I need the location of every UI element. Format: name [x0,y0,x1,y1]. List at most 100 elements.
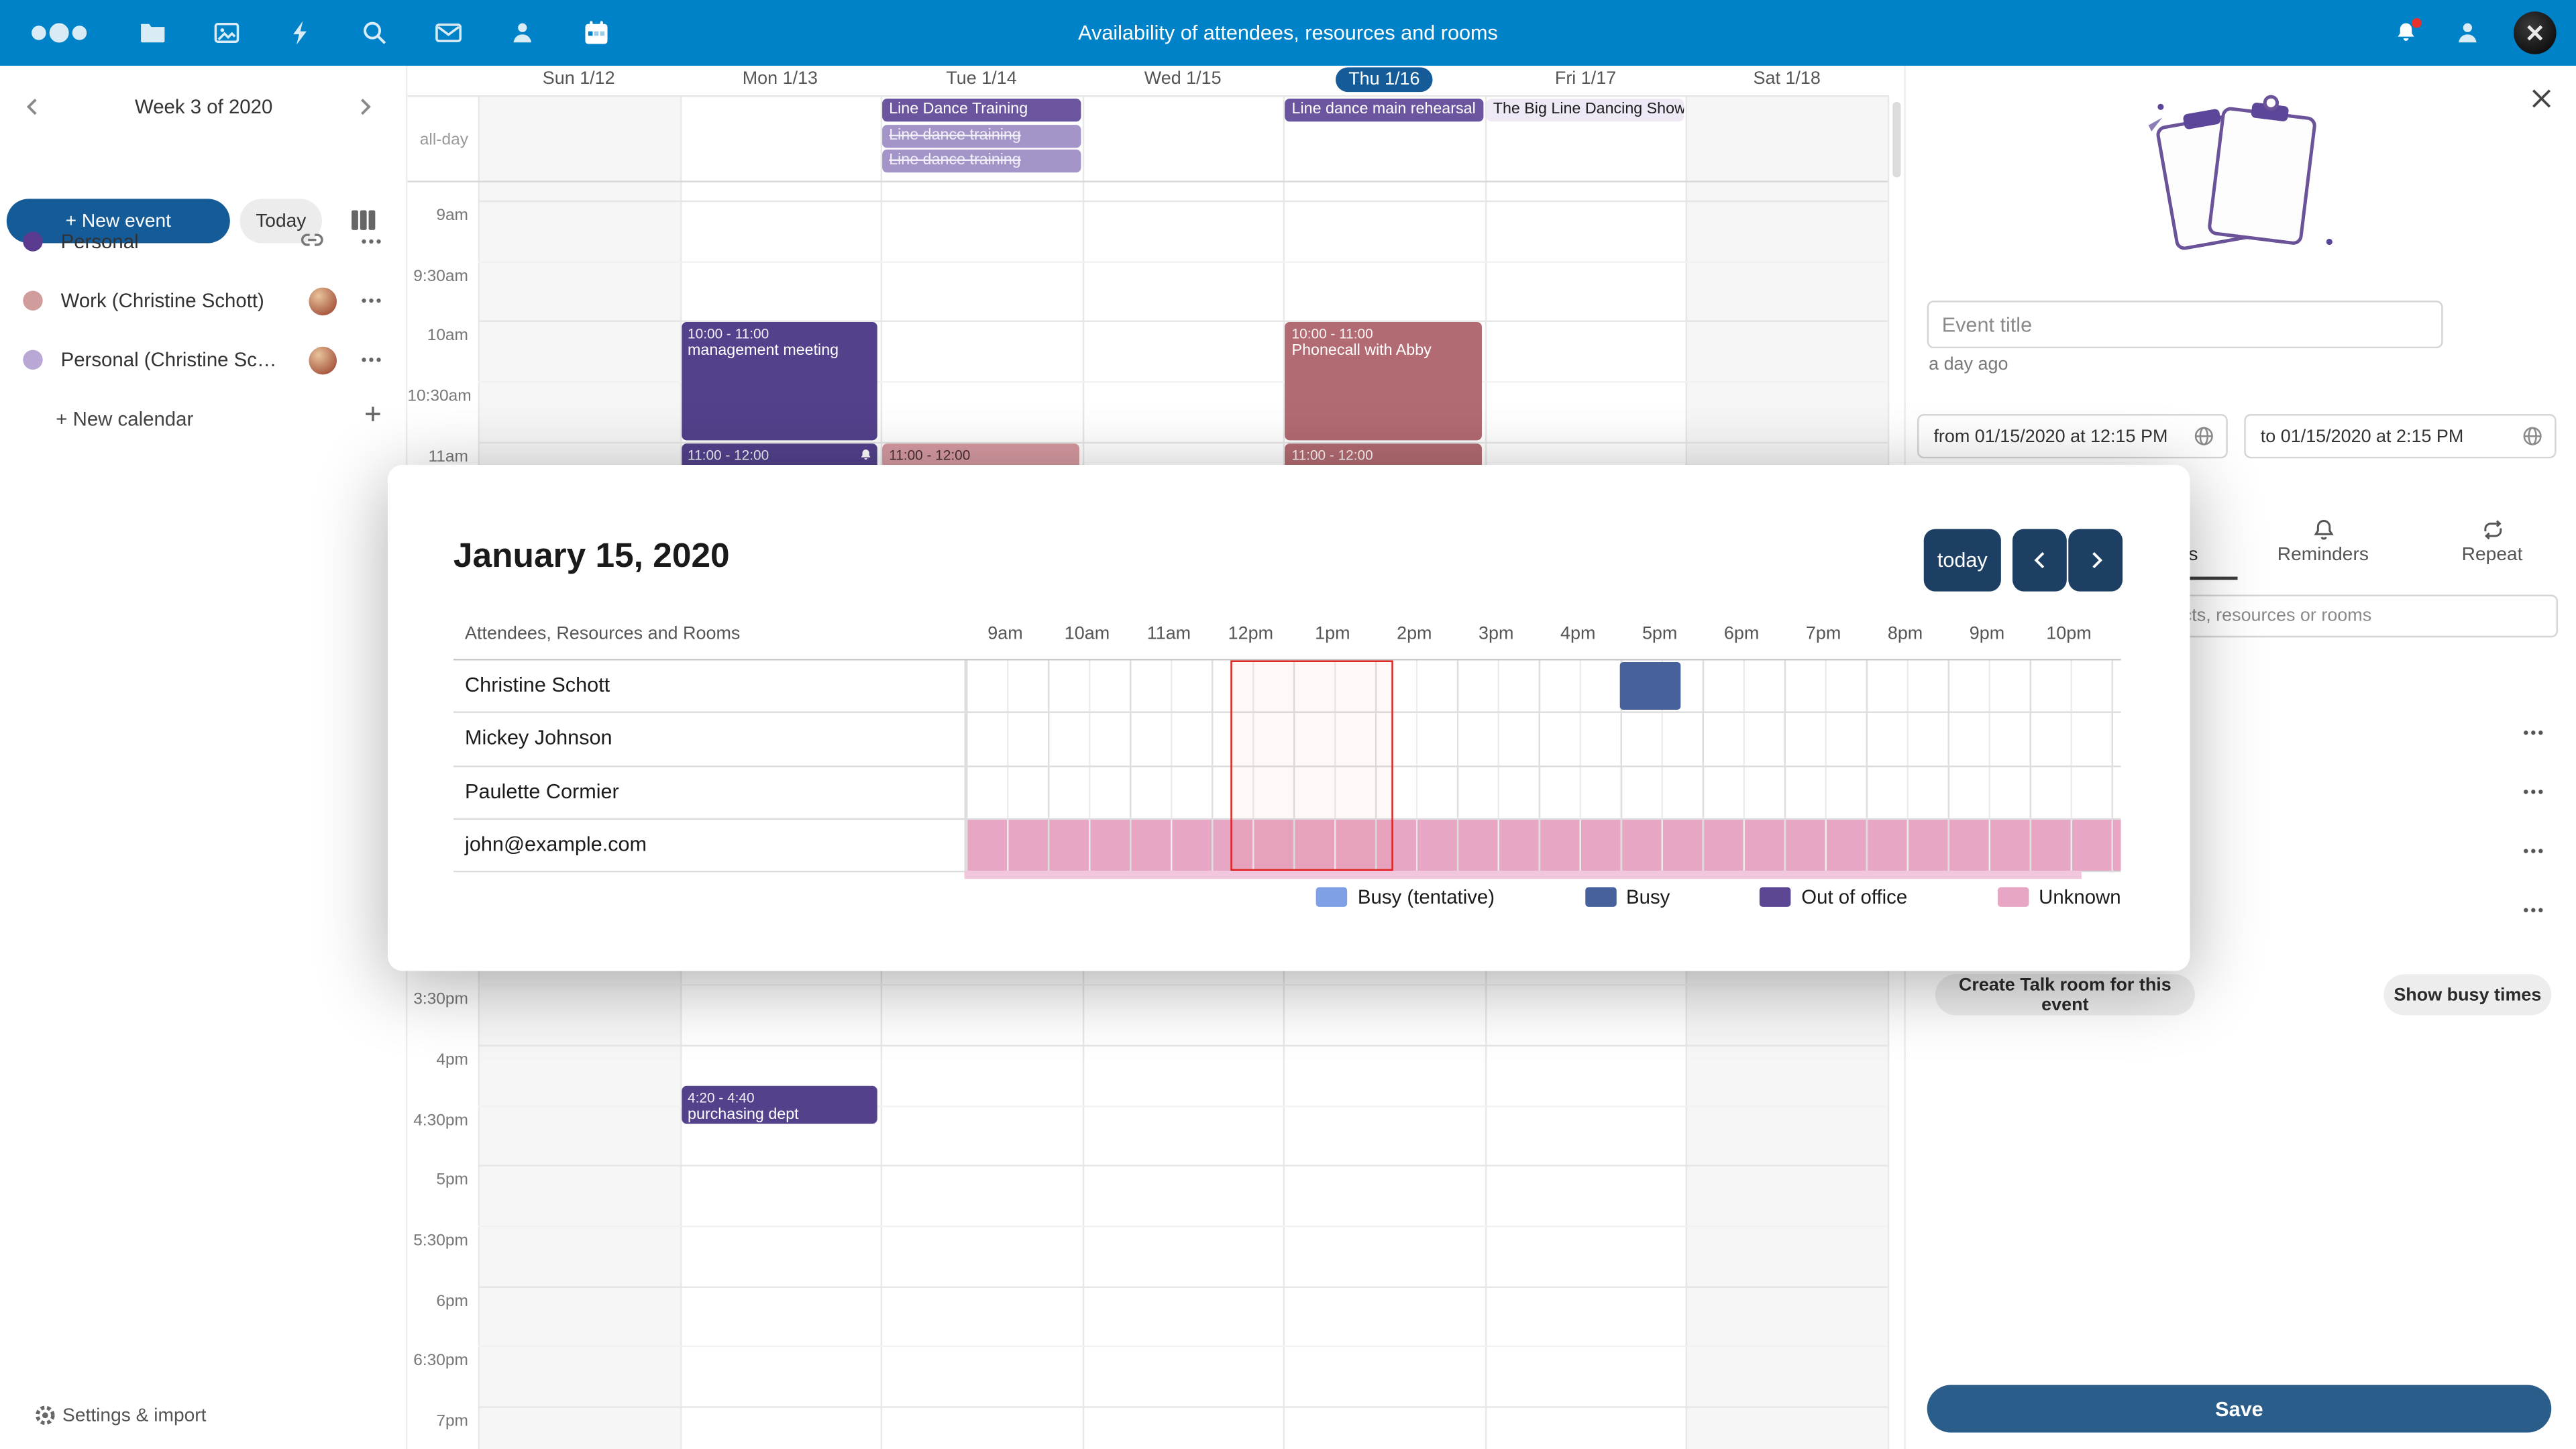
dialog-next-icon[interactable] [2068,529,2123,592]
close-icon[interactable] [2527,85,2557,115]
hour-line [478,1406,1888,1408]
calendar-color-dot [23,290,43,311]
attendee-menu-icon[interactable] [2517,775,2550,808]
user-avatar[interactable] [2513,11,2557,54]
availability-cells[interactable] [964,766,2121,818]
availability-cells[interactable] [964,660,2121,712]
day-header[interactable]: Tue 1/14 [881,69,1082,95]
tab-label: Repeat [2461,545,2523,566]
calendar-event[interactable]: 4:20 - 4:40 purchasing dept [681,1086,878,1124]
allday-event[interactable]: Line dance training [882,123,1081,148]
hour-line [478,441,1888,443]
allday-event[interactable]: Line dance main rehearsal [1285,98,1484,122]
notification-dot [2412,17,2422,28]
allday-event[interactable]: Line Dance Training [882,98,1081,122]
attendee-menu-icon[interactable] [2517,835,2550,867]
calendar-menu-icon[interactable] [358,347,384,373]
event-title: purchasing dept [688,1106,799,1124]
files-icon[interactable] [136,16,169,49]
day-header[interactable]: Thu 1/16 [1283,66,1485,95]
contacts-menu-icon[interactable] [2451,16,2484,49]
calendar-event[interactable]: 10:00 - 11:00 Phonecall with Abby [1285,322,1482,440]
mail-icon[interactable] [432,16,465,49]
day-header[interactable]: Sun 1/12 [478,69,680,95]
hour-line [478,1285,1888,1288]
calendar-list-item-work[interactable]: Work (Christine Schott) [0,271,407,330]
previous-week-icon[interactable] [13,87,53,127]
availability-row: Christine Schott [453,660,2121,714]
day-header[interactable]: Mon 1/13 [680,69,881,95]
new-event-button[interactable]: + New event [6,199,230,244]
hour-line [478,200,1888,203]
calendar-icon[interactable] [580,16,612,49]
dialog-today-button[interactable]: today [1923,529,2001,592]
hour-label: 10am [1064,624,1110,645]
notifications-bell-icon[interactable] [2389,16,2422,49]
allday-event[interactable]: Line dance training [882,149,1081,173]
time-label: 6pm [436,1292,468,1311]
time-label: 3:30pm [413,990,468,1009]
share-link-icon[interactable] [299,228,325,254]
view-toggle-icon[interactable] [347,205,380,238]
start-datetime-field[interactable]: from 01/15/2020 at 12:15 PM [1917,414,2228,459]
timezone-globe-icon[interactable] [2522,425,2543,447]
add-calendar-plus-icon[interactable] [360,402,386,429]
alarm-icon [861,449,871,460]
availability-row: Paulette Cormier [453,766,2121,820]
attendee-name: Mickey Johnson [465,727,612,750]
hour-label: 8pm [1887,624,1923,645]
calendar-list-item-personal[interactable]: Personal [0,212,407,271]
hour-label: 5pm [1642,624,1678,645]
legend-swatch [1997,887,2029,907]
attendee-menu-icon[interactable] [2517,894,2550,926]
event-time: 10:00 - 11:00 [1291,325,1373,343]
next-week-icon[interactable] [345,87,384,127]
calendar-menu-icon[interactable] [358,228,384,254]
availability-cells[interactable] [964,819,2121,871]
dialog-prev-icon[interactable] [2012,529,2067,592]
end-datetime-field[interactable]: to 01/15/2020 at 2:15 PM [2244,414,2557,459]
event-title: Phonecall with Abby [1291,342,1432,361]
tab-repeat[interactable]: Repeat [2410,517,2575,580]
tab-reminders[interactable]: Reminders [2241,517,2405,580]
day-header[interactable]: Fri 1/17 [1485,69,1686,95]
day-header[interactable]: Wed 1/15 [1082,69,1283,95]
contacts-icon[interactable] [506,16,539,49]
legend-item: Out of office [1760,885,1907,908]
create-talk-room-button[interactable]: Create Talk room for this event [1935,974,2195,1016]
time-label: 4pm [436,1051,468,1069]
legend-label: Busy [1625,885,1670,909]
calendar-event[interactable]: 10:00 - 11:00 management meeting [681,322,878,440]
reminders-bell-icon [2310,517,2335,542]
week-label: Week 3 of 2020 [135,95,273,119]
new-calendar-button[interactable]: + New calendar [56,407,194,431]
save-button[interactable]: Save [1927,1385,2552,1433]
day-header[interactable]: Sat 1/18 [1686,69,1888,95]
gear-icon [33,1403,58,1428]
attendee-menu-icon[interactable] [2517,716,2550,749]
allday-event[interactable]: The Big Line Dancing Show [1486,98,1685,122]
legend-item: Busy (tentative) [1316,885,1495,908]
show-busy-times-button[interactable]: Show busy times [2383,974,2552,1016]
legend-swatch [1585,887,1617,907]
tab-label: Reminders [2277,545,2369,566]
selection-rectangle[interactable] [1230,660,1394,871]
nextcloud-logo[interactable] [23,16,95,49]
calendar-list-item-personal-christine[interactable]: Personal (Christine Scho…) [0,330,407,389]
photos-icon[interactable] [210,16,243,49]
event-title-input[interactable] [1927,301,2443,349]
timezone-globe-icon[interactable] [2193,425,2214,447]
search-icon[interactable] [358,16,391,49]
calendar-scrollbar[interactable] [1892,101,1901,178]
availability-cells[interactable] [964,713,2121,765]
repeat-icon [2480,517,2505,542]
hour-line [478,1346,1888,1348]
allday-divider [407,180,1888,182]
header-divider [407,95,1888,97]
settings-and-import[interactable]: Settings & import [0,1397,407,1436]
left-sidebar: Week 3 of 2020 + New event Today Persona… [0,65,408,1449]
hour-label: 10pm [2046,624,2092,645]
activity-icon[interactable] [284,16,317,49]
calendar-menu-icon[interactable] [358,288,384,314]
